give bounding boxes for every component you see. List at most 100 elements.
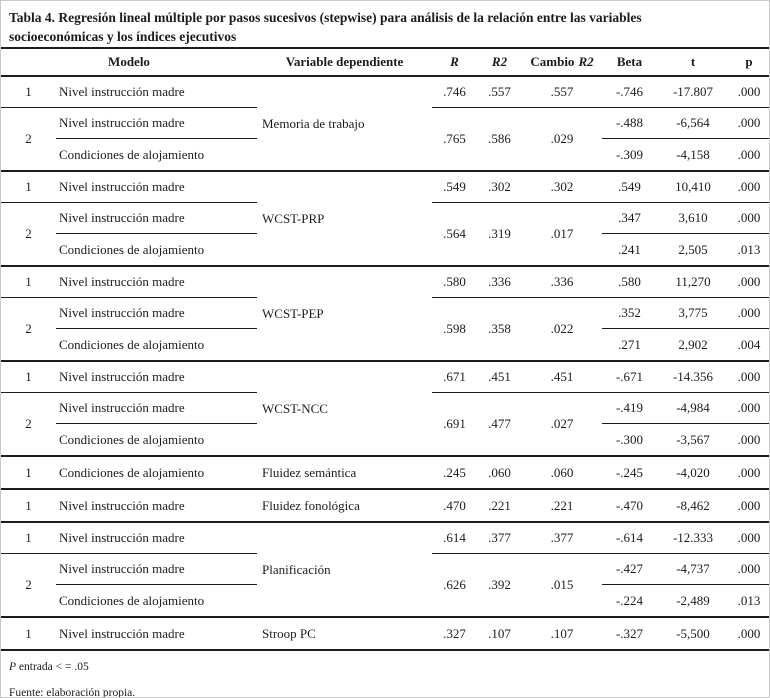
dependent-variable: Planificación [262,561,331,577]
model1-row: 1 Nivel instrucción madre [1,523,257,554]
cambio-r2-value: .557 [522,77,602,108]
header-modelo: Modelo [108,54,150,69]
t-value: -3,567 [676,431,710,447]
r-value: .564 [443,226,466,241]
p-value: .000 [729,172,769,203]
header-p: p [745,54,753,69]
r2-value: .392 [488,577,511,592]
p-value: .013 [737,592,761,608]
dependent-variable: Stroop PC [262,625,316,641]
header-r: R [450,54,459,69]
model-number: 1 [25,84,32,99]
r-value: .549 [432,172,477,203]
table-block-wcst-ncc: 1 Nivel instrucción madre WCST-NCC .671 … [1,362,769,457]
predictor-variable: Nivel instrucción madre [59,530,185,545]
cambio-r2-value: .107 [550,625,574,641]
table-header-row: Modelo Variable dependiente R R2 Cambio R… [1,47,769,77]
t-value: -17.807 [657,77,729,108]
header-r2: R2 [491,54,508,69]
model-number: 2 [25,226,32,241]
p-entry-note: P entrada < = .05 [9,660,761,674]
beta-value: -.419 [602,393,657,424]
p-value: .000 [729,267,769,298]
table-title-line1: Tabla 4. Regresión lineal múltiple por p… [9,10,642,25]
predictor-variable: Condiciones de alojamiento [59,336,205,352]
table-block-planificacion: 1 Nivel instrucción madre Planificación … [1,523,769,618]
t-value: 3,775 [657,298,729,329]
t-value: 3,610 [657,203,729,234]
beta-value: -.427 [602,554,657,585]
t-value: 2,505 [678,241,708,257]
predictor-variable: Nivel instrucción madre [59,625,185,641]
model-number: 1 [25,369,32,384]
table-title: Tabla 4. Regresión lineal múltiple por p… [1,1,769,47]
model-number: 1 [25,530,32,545]
p-value: .000 [729,298,769,329]
cambio-r2-value: .221 [550,497,574,513]
p-entry-text: entrada < = .05 [16,661,89,673]
predictor-variable: Nivel instrucción madre [59,179,185,194]
header-cambio-r2-italic: R2 [578,54,594,69]
r-value: .626 [443,577,466,592]
r-value: .580 [432,267,477,298]
t-value: -12.333 [657,523,729,554]
predictor-variable: Nivel instrucción madre [59,84,185,99]
beta-value: .549 [602,172,657,203]
dependent-variable: WCST-PRP [262,210,325,226]
p-value: .000 [737,497,761,513]
beta-value: -.470 [615,497,644,513]
cambio-r2-value: .377 [522,523,602,554]
model1-row: 1 Nivel instrucción madre [1,362,257,393]
model1-row: 1 Nivel instrucción madre [1,77,257,108]
cambio-r2-value: .027 [550,416,574,431]
beta-value: -.614 [602,523,657,554]
beta-value: -.746 [602,77,657,108]
predictor-variable: Condiciones de alojamiento [59,241,205,257]
header-cambio-prefix: Cambio [530,54,575,69]
t-value: -5,500 [676,625,710,641]
r-value: .327 [443,625,466,641]
p-value: .004 [737,336,761,352]
predictor-variable: Condiciones de alojamiento [59,592,205,608]
r-value: .691 [443,416,466,431]
p-value: .013 [737,241,761,257]
header-cambio-r2: Cambio R2 [522,49,602,75]
model-number: 1 [25,274,32,289]
t-value: -4,984 [657,393,729,424]
dependent-variable: WCST-NCC [262,400,328,416]
dependent-variable: Memoria de trabajo [262,115,365,131]
cambio-r2-value: .336 [522,267,602,298]
table-block-fluidez-fonologica: 1 Nivel instrucción madre Fluidez fonoló… [1,490,769,523]
t-value: -4,020 [676,464,710,480]
model-number: 2 [25,321,32,336]
beta-value: -.245 [615,464,644,480]
p-value: .000 [729,108,769,139]
p-value: .000 [737,431,761,447]
table-title-line2: socioeconómicas y los índices ejecutivos [9,29,237,44]
r2-value: .336 [477,267,522,298]
source-note: Fuente: elaboración propia. [9,687,136,698]
r-value: .746 [432,77,477,108]
t-value: -4,158 [676,146,710,162]
table-block-memoria-de-trabajo: 1 Nivel instrucción madre Memoria de tra… [1,77,769,172]
t-value: -4,737 [657,554,729,585]
r-value: .765 [443,131,466,146]
cambio-r2-value: .017 [550,226,574,241]
r2-value: .557 [477,77,522,108]
r2-value: .451 [477,362,522,393]
p-value: .000 [729,203,769,234]
model-number: 2 [25,131,32,146]
beta-value: .352 [602,298,657,329]
p-value: .000 [729,77,769,108]
p-entry-symbol: P [9,661,17,673]
dependent-variable: Fluidez fonológica [262,497,360,513]
p-value: .000 [729,393,769,424]
t-value: 10,410 [657,172,729,203]
t-value: -6,564 [657,108,729,139]
cambio-r2-value: .451 [522,362,602,393]
model-number: 1 [25,464,32,480]
beta-value: .347 [602,203,657,234]
beta-value: .271 [618,336,641,352]
r2-value: .586 [488,131,511,146]
